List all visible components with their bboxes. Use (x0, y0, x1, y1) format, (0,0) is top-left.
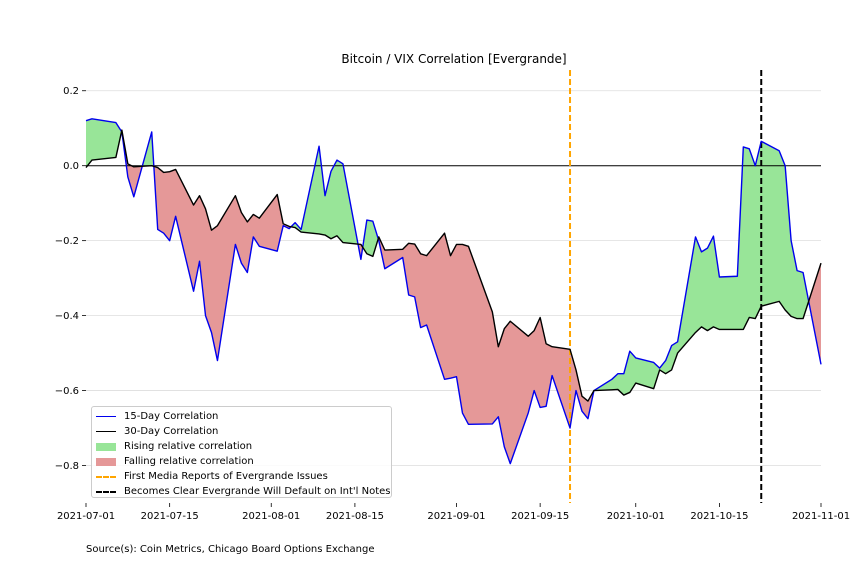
x-tick-label: 2021-11-01 (792, 511, 850, 522)
legend-swatch (96, 457, 116, 466)
series-lines (85, 118, 822, 465)
legend-label: Becomes Clear Evergrande Will Default on… (124, 486, 391, 497)
legend-item: Rising relative correlation (96, 439, 391, 454)
legend-label: Rising relative correlation (124, 441, 253, 452)
rising-fill-area (593, 141, 809, 396)
falling-fill-area (808, 263, 821, 365)
legend-item: Falling relative correlation (96, 454, 391, 469)
x-tick-label: 2021-08-01 (242, 511, 300, 522)
series-line-30-day (85, 129, 822, 402)
y-tick-label: 0.2 (63, 86, 79, 97)
y-tick-label: −0.4 (55, 311, 79, 322)
y-tick-label: −0.8 (55, 461, 79, 472)
legend-swatch (96, 431, 116, 432)
x-tick-label: 2021-08-15 (326, 511, 384, 522)
legend-item: Becomes Clear Evergrande Will Default on… (96, 484, 391, 499)
axes: 0.2 0.0 −0.2 −0.4 −0.6 −0.8 2021-07-01 2021-07-… (55, 86, 850, 522)
legend-swatch (96, 475, 116, 478)
x-tick-label: 2021-07-15 (141, 511, 199, 522)
rising-fill-area (362, 220, 379, 257)
legend-label: Falling relative correlation (124, 456, 254, 467)
x-tick-label: 2021-07-01 (57, 511, 115, 522)
legend-swatch (96, 442, 116, 451)
legend-item: First Media Reports of Evergrande Issues (96, 469, 391, 484)
y-tick-label: −0.6 (55, 386, 79, 397)
x-tick-label: 2021-09-15 (511, 511, 569, 522)
rising-fill-area (86, 118, 122, 168)
falling-fill-area (121, 130, 143, 197)
legend-label: 30-Day Correlation (124, 426, 219, 437)
x-tick-label: 2021-10-15 (690, 511, 748, 522)
falling-fill-area (153, 166, 292, 361)
series-line-15-day (85, 118, 822, 465)
chart-title: Bitcoin / VIX Correlation [Evergrande] (341, 52, 566, 66)
legend-item: 30-Day Correlation (96, 424, 391, 439)
legend-item: 15-Day Correlation (96, 409, 391, 424)
source-note: Source(s): Coin Metrics, Chicago Board O… (86, 544, 375, 555)
y-tick-label: −0.2 (55, 236, 79, 247)
legend-swatch (96, 490, 116, 493)
x-tick-label: 2021-09-01 (427, 511, 485, 522)
legend: 15-Day Correlation 30-Day Correlation Risi… (91, 406, 392, 498)
legend-swatch (96, 416, 116, 417)
y-tick-label: 0.0 (63, 161, 79, 172)
legend-label: 15-Day Correlation (124, 411, 219, 422)
legend-label: First Media Reports of Evergrande Issues (124, 471, 328, 482)
x-tick-label: 2021-10-01 (607, 511, 665, 522)
